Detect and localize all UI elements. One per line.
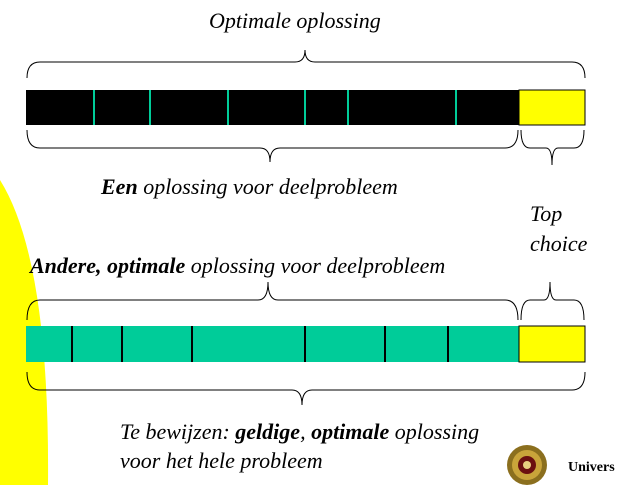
optimal-solution-label: Optimale oplossing <box>209 8 381 33</box>
brace-whole-problem <box>26 371 586 406</box>
brace-other-subproblem <box>26 281 519 321</box>
prove-label-line2: voor het hele probleem <box>120 448 323 473</box>
top-solution-bar <box>26 89 586 126</box>
top-choice-label-line2: choice <box>530 231 588 256</box>
brace-subproblem <box>26 129 519 163</box>
top-brace-optimal <box>26 49 586 79</box>
prove-label-line1: Te bewijzen: geldige, optimale oplossing <box>120 419 480 444</box>
brace-top-choice-bottom <box>520 281 585 321</box>
brace-top-choice <box>520 129 585 166</box>
other-solution-label: Andere, optimale oplossing voor deelprob… <box>30 253 446 278</box>
subproblem-solution-label: Een oplossing voor deelprobleem <box>101 174 398 199</box>
university-seal-icon <box>507 445 547 485</box>
top-choice-label-line1: Top <box>530 201 563 226</box>
university-name: Univers <box>568 460 615 475</box>
bottom-solution-bar <box>26 325 586 363</box>
yellow-arc-decoration <box>0 180 49 485</box>
